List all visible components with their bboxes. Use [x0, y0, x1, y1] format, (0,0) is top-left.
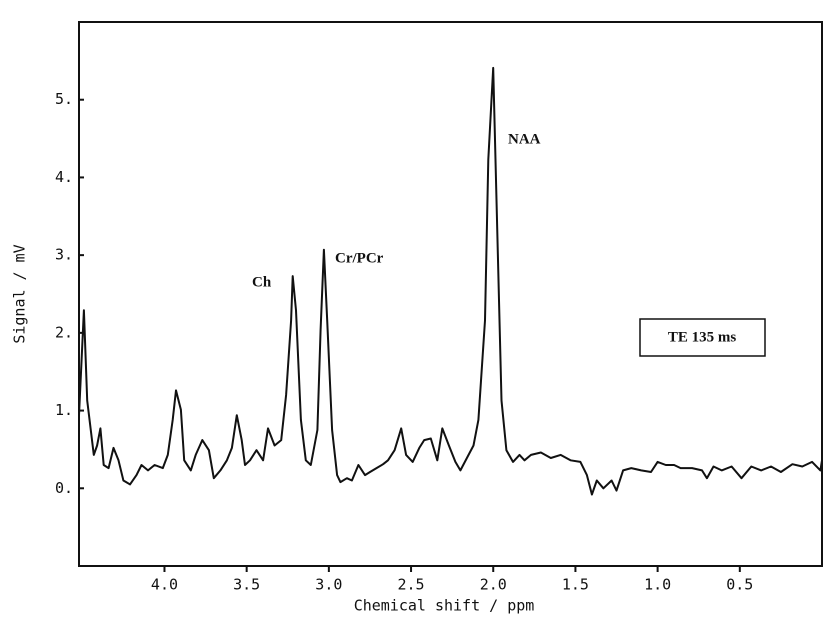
y-tick-label: 2. — [55, 323, 73, 341]
x-tick-label: 4.0 — [151, 576, 178, 594]
annotation: Cr/PCr — [335, 250, 384, 266]
x-tick-label: 3.5 — [233, 576, 260, 594]
spectrum-line — [78, 66, 823, 496]
plot-frame — [78, 21, 823, 567]
annotation: TE 135 ms — [668, 329, 737, 345]
y-tick-label: 4. — [55, 168, 73, 186]
y-tick-label: 1. — [55, 401, 73, 419]
x-tick-label: 2.0 — [480, 576, 507, 594]
y-tick-label: 3. — [55, 246, 73, 264]
x-tick-label: 2.5 — [398, 576, 425, 594]
annotation: NAA — [508, 131, 541, 147]
x-tick-label: 3.0 — [315, 576, 342, 594]
y-tick-label: 5. — [55, 90, 73, 108]
x-tick-label: 0.5 — [726, 576, 753, 594]
x-tick-label: 1.0 — [644, 576, 671, 594]
x-axis-label: Chemical shift / ppm — [354, 597, 535, 615]
y-axis-label: Signal / mV — [11, 244, 29, 343]
annotation: Ch — [252, 274, 272, 290]
x-tick-label: 1.5 — [562, 576, 589, 594]
y-tick-label: 0. — [55, 479, 73, 497]
annotation-box — [639, 318, 766, 357]
